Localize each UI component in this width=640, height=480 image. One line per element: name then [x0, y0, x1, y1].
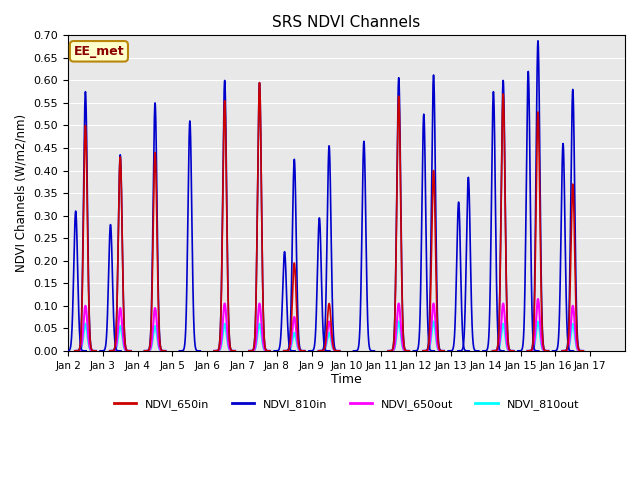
Line: NDVI_650out: NDVI_650out — [75, 306, 96, 351]
NDVI_810in — [89, 348, 97, 353]
NDVI_650out — [84, 327, 92, 333]
Legend: NDVI_650in, NDVI_810in, NDVI_650out, NDVI_810out: NDVI_650in, NDVI_810in, NDVI_650out, NDV… — [109, 395, 584, 415]
NDVI_810in — [71, 348, 79, 354]
NDVI_650out — [92, 348, 100, 354]
NDVI_650out — [81, 303, 89, 309]
NDVI_810out — [84, 333, 92, 338]
Line: NDVI_810out: NDVI_810out — [75, 324, 96, 351]
Y-axis label: NDVI Channels (W/m2/nm): NDVI Channels (W/m2/nm) — [15, 114, 28, 272]
NDVI_810out — [81, 321, 89, 327]
NDVI_810out — [92, 348, 100, 354]
NDVI_810in — [90, 348, 98, 354]
NDVI_650out — [84, 323, 92, 328]
NDVI_810out — [90, 348, 98, 354]
NDVI_650out — [90, 348, 98, 354]
Text: EE_met: EE_met — [74, 45, 124, 58]
NDVI_650in — [81, 122, 89, 128]
NDVI_650in — [89, 348, 97, 354]
NDVI_810in — [84, 230, 92, 236]
NDVI_810in — [84, 203, 92, 208]
NDVI_810out — [71, 348, 79, 354]
NDVI_810in — [71, 348, 79, 354]
NDVI_650out — [71, 348, 79, 354]
NDVI_810in — [92, 348, 100, 354]
NDVI_650in — [92, 348, 100, 354]
NDVI_650in — [84, 222, 92, 228]
NDVI_650out — [89, 348, 97, 354]
NDVI_810out — [84, 336, 92, 341]
NDVI_650in — [84, 216, 92, 222]
NDVI_650in — [84, 246, 92, 252]
NDVI_650in — [71, 348, 79, 354]
NDVI_810out — [71, 348, 79, 354]
NDVI_650out — [71, 348, 79, 354]
NDVI_810out — [89, 348, 97, 354]
Line: NDVI_810in: NDVI_810in — [75, 92, 96, 351]
NDVI_810out — [84, 332, 92, 338]
NDVI_650in — [71, 348, 79, 354]
NDVI_650out — [84, 322, 92, 327]
Line: NDVI_650in: NDVI_650in — [75, 125, 96, 351]
Title: SRS NDVI Channels: SRS NDVI Channels — [273, 15, 420, 30]
NDVI_650in — [90, 348, 98, 354]
X-axis label: Time: Time — [331, 373, 362, 386]
NDVI_810in — [81, 89, 89, 95]
NDVI_810in — [84, 197, 92, 203]
